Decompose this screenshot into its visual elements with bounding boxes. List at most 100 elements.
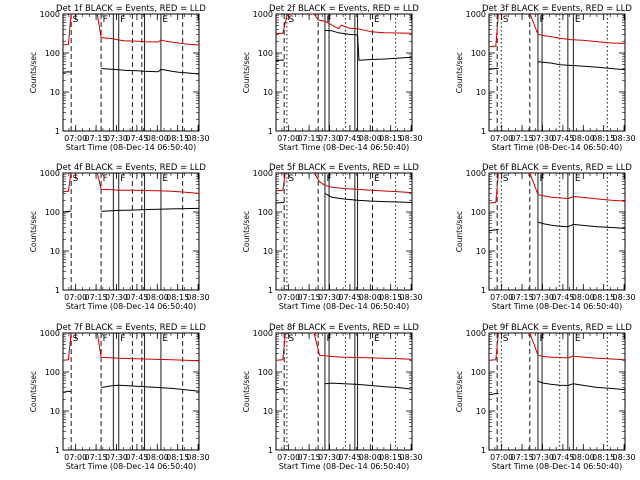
x-tick-label: 08:00 <box>359 453 382 462</box>
x-tick-label: 07:45 <box>551 134 574 143</box>
panel-6: Det 6f BLACK = Events, RED = LLD 1 10 100 10… <box>455 163 636 311</box>
panel-5: Det 5f BLACK = Events, RED = LLD 1 10 100 10… <box>242 163 423 311</box>
series-line-events <box>489 61 625 71</box>
y-tick-label: 10 <box>476 88 486 97</box>
plot-frame <box>488 13 626 132</box>
event-marker-label: F <box>120 334 125 344</box>
x-axis-label: Start Time (08-Dec-14 06:50:40) <box>279 143 410 152</box>
series-line-events <box>489 221 625 232</box>
event-marker-label: S <box>73 15 79 25</box>
event-marker-label: E <box>374 334 380 344</box>
x-tick-label: 07:00 <box>277 293 300 302</box>
x-tick-label: 07:45 <box>338 134 361 143</box>
y-tick-label: 1000 <box>466 169 486 178</box>
y-tick-label: 1 <box>55 127 60 136</box>
x-tick-label: 07:45 <box>551 293 574 302</box>
x-axis-label: Start Time (08-Dec-14 06:50:40) <box>492 302 623 311</box>
series-line-lld <box>276 14 412 35</box>
x-axis-label: Start Time (08-Dec-14 06:50:40) <box>492 462 623 471</box>
x-tick-label: 08:00 <box>146 453 169 462</box>
series-line-events <box>276 382 412 391</box>
plot-frame <box>62 172 200 291</box>
x-tick-label: 07:00 <box>490 453 513 462</box>
series-line-lld <box>63 14 199 46</box>
series-line-events <box>489 380 625 396</box>
x-tick-label: 07:15 <box>85 293 108 302</box>
plot-frame <box>275 172 413 291</box>
x-tick-label: 08:15 <box>166 134 189 143</box>
x-tick-label: 07:45 <box>338 453 361 462</box>
x-tick-label: 07:45 <box>125 293 148 302</box>
y-axis-label: Counts/sec <box>242 371 251 412</box>
y-tick-label: 10 <box>50 247 60 256</box>
panel-1: Det 1f BLACK = Events, RED = LLD 1 10 100 10… <box>29 4 210 152</box>
y-tick-label: 100 <box>471 368 486 377</box>
plot-frame <box>275 332 413 451</box>
plot-frame <box>275 13 413 132</box>
event-marker-label: S <box>503 334 509 344</box>
event-marker-label: E <box>162 15 168 25</box>
x-tick-label: 08:15 <box>592 293 615 302</box>
x-tick-label: 08:30 <box>613 134 636 143</box>
series-line-lld <box>489 333 625 361</box>
x-tick-label: 07:30 <box>318 453 341 462</box>
event-marker-label: S <box>288 15 294 25</box>
event-marker-label: E <box>374 15 380 25</box>
x-tick-label: 08:15 <box>166 293 189 302</box>
x-tick-label: 07:30 <box>105 453 128 462</box>
panel-title: Det 7f BLACK = Events, RED = LLD <box>56 323 206 333</box>
x-tick-label: 07:30 <box>318 293 341 302</box>
plot-frame <box>62 13 200 132</box>
x-tick-label: 07:15 <box>298 453 321 462</box>
event-marker-label: S <box>73 174 79 184</box>
y-tick-label: 1000 <box>40 169 60 178</box>
y-tick-label: 1 <box>268 127 273 136</box>
panel-title: Det 4f BLACK = Events, RED = LLD <box>56 163 206 173</box>
x-tick-label: 08:15 <box>379 293 402 302</box>
y-tick-label: 1000 <box>40 329 60 338</box>
event-marker-label: E <box>162 334 168 344</box>
x-tick-label: 08:00 <box>572 134 595 143</box>
y-tick-label: 10 <box>476 247 486 256</box>
event-marker-label: E <box>575 15 581 25</box>
y-tick-label: 1 <box>481 446 486 455</box>
x-tick-label: 08:00 <box>146 293 169 302</box>
x-tick-label: 07:30 <box>531 453 554 462</box>
y-tick-label: 100 <box>258 49 273 58</box>
x-tick-label: 07:30 <box>531 293 554 302</box>
y-tick-label: 1000 <box>40 10 60 19</box>
y-axis-label: Counts/sec <box>29 371 38 412</box>
y-tick-label: 10 <box>263 247 273 256</box>
series-line-lld <box>276 173 412 194</box>
x-axis-label: Start Time (08-Dec-14 06:50:40) <box>66 302 197 311</box>
series-line-events <box>276 29 412 62</box>
series-line-events <box>63 384 199 393</box>
event-marker-label: S <box>503 174 509 184</box>
x-tick-label: 08:30 <box>187 293 210 302</box>
panel-8: Det 8f BLACK = Events, RED = LLD 1 10 100 10… <box>242 323 423 471</box>
panel-title: Det 6f BLACK = Events, RED = LLD <box>482 163 632 173</box>
panel-title: Det 9f BLACK = Events, RED = LLD <box>482 323 632 333</box>
series-group <box>276 333 412 391</box>
x-tick-label: 07:15 <box>85 134 108 143</box>
y-tick-label: 1000 <box>466 329 486 338</box>
event-marker-label: S <box>288 174 294 184</box>
x-tick-label: 07:15 <box>298 134 321 143</box>
y-tick-label: 100 <box>471 208 486 217</box>
x-tick-label: 07:15 <box>511 453 534 462</box>
event-marker-label: E <box>374 174 380 184</box>
x-tick-label: 08:00 <box>572 453 595 462</box>
y-axis-label: Counts/sec <box>455 211 464 252</box>
x-tick-label: 07:30 <box>318 134 341 143</box>
series-group <box>489 173 625 232</box>
y-axis-label: Counts/sec <box>29 211 38 252</box>
series-group <box>63 173 199 213</box>
x-tick-label: 07:00 <box>277 134 300 143</box>
y-tick-label: 1000 <box>253 169 273 178</box>
event-marker-label: E <box>162 174 168 184</box>
y-tick-label: 100 <box>45 368 60 377</box>
x-tick-label: 07:15 <box>511 293 534 302</box>
x-tick-label: 07:45 <box>125 453 148 462</box>
event-marker-label: S <box>503 15 509 25</box>
